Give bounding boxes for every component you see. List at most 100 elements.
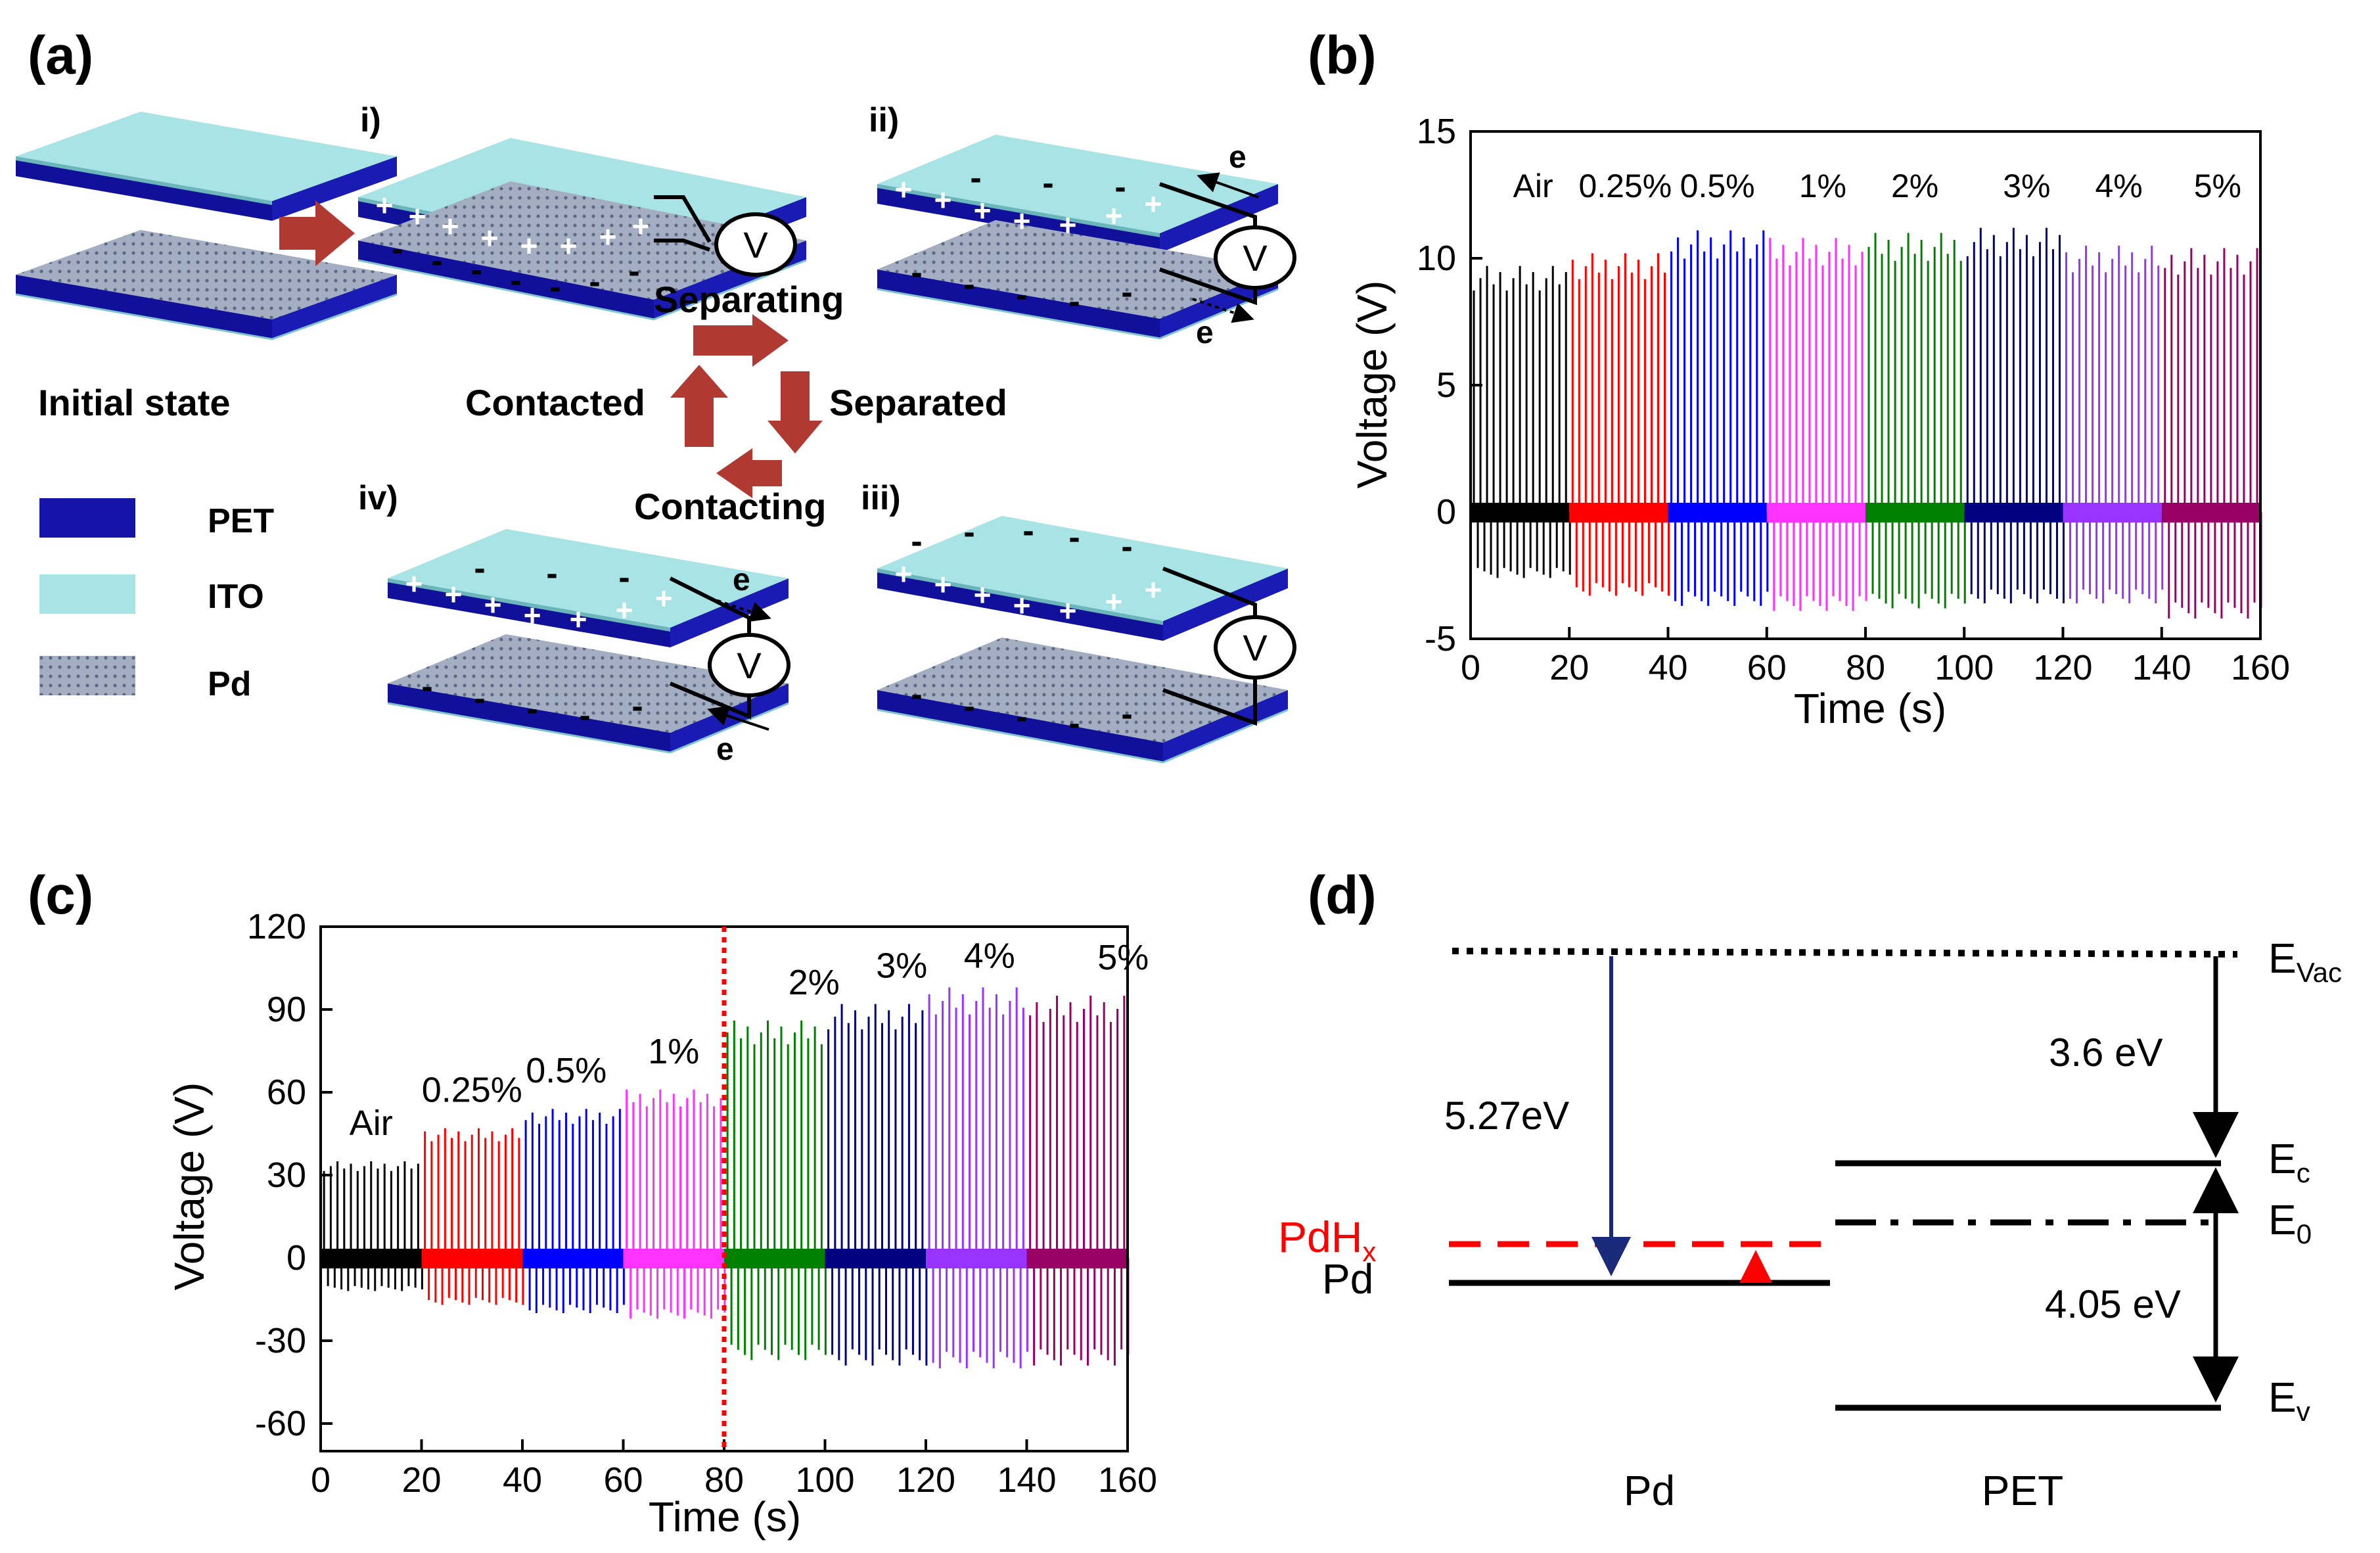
minus-charge-top: - bbox=[911, 522, 922, 561]
lower-pet-front-right bbox=[272, 275, 397, 339]
trace-1% bbox=[626, 1089, 726, 1319]
x-tick-label: 60 bbox=[603, 1460, 643, 1500]
upper-pet-front-left bbox=[388, 578, 670, 647]
trace-2% bbox=[1867, 233, 1966, 609]
x-tick-label: 100 bbox=[795, 1460, 854, 1500]
e-v-main: E bbox=[2268, 1374, 2297, 1421]
series-label-0.5%: 0.5% bbox=[526, 1051, 606, 1090]
y-tick-label: 5 bbox=[1436, 365, 1456, 405]
trace-3% bbox=[1966, 227, 2065, 603]
step-iv-label: iv) bbox=[358, 479, 398, 517]
stack-ii-separated: + + + + + + +- - -- - - - - bbox=[877, 135, 1279, 340]
e-0-main: E bbox=[2268, 1196, 2297, 1243]
vacuum-level-line bbox=[1452, 948, 2238, 958]
cycle-arrow-up-icon bbox=[670, 365, 728, 447]
plus-charge: + bbox=[1105, 584, 1123, 618]
trace-2% bbox=[726, 1020, 827, 1360]
series-label-Air: Air bbox=[350, 1103, 393, 1143]
legend: PET ITO Pd bbox=[39, 498, 274, 703]
x-tick-label: 0 bbox=[311, 1460, 331, 1500]
panel-c-ylabel: Voltage (V) bbox=[166, 1082, 213, 1291]
electron-arrow-ii-top bbox=[1197, 172, 1259, 198]
lower-pet-front-left bbox=[877, 269, 1160, 338]
plus-charge: + bbox=[1013, 204, 1031, 238]
e-vac-sub: Vac bbox=[2297, 957, 2342, 988]
bottom-pd-label: Pd bbox=[1624, 1467, 1675, 1514]
x-tick-label: 20 bbox=[1549, 648, 1589, 687]
x-tick-label: 40 bbox=[503, 1460, 542, 1500]
trace-4% bbox=[928, 987, 1028, 1368]
lower-pet-front-left bbox=[358, 241, 654, 319]
plus-charge: + bbox=[974, 578, 992, 612]
x-tick-label: 60 bbox=[1747, 648, 1787, 687]
voltmeters: V V V V bbox=[708, 212, 1296, 697]
baseline-4% bbox=[926, 1249, 1027, 1268]
meter-iii bbox=[1214, 615, 1296, 680]
y-tick-label: -5 bbox=[1425, 619, 1456, 659]
plus-charge: + bbox=[405, 567, 423, 601]
plus-charge: + bbox=[376, 188, 394, 222]
e-vac-main: E bbox=[2268, 935, 2297, 982]
minus-charge-bottom: - bbox=[474, 680, 485, 718]
baseline-5% bbox=[1026, 1249, 1128, 1268]
stack-iv-contacted: + + + + + + +- - -- - - - - bbox=[387, 529, 789, 754]
work-function-label: 5.27eV bbox=[1444, 1094, 1569, 1138]
baseline-0.5% bbox=[1668, 503, 1767, 522]
electron-arrow-iv-top bbox=[709, 597, 771, 622]
plus-charge: + bbox=[1013, 588, 1031, 622]
plus-charge: + bbox=[1145, 187, 1162, 221]
plus-charge: + bbox=[524, 598, 541, 632]
baseline-Air bbox=[1471, 503, 1570, 522]
upper-pet-front-left bbox=[877, 568, 1163, 641]
x-tick-label: 40 bbox=[1648, 648, 1687, 687]
minus-charge-bottom: - bbox=[1068, 283, 1080, 321]
initial-state-label: Initial state bbox=[38, 382, 231, 423]
trace-Air bbox=[1473, 266, 1571, 578]
minus-charge-bottom: - bbox=[1016, 698, 1027, 736]
upper-pet-front-right bbox=[1163, 568, 1288, 641]
panel-label-b: (b) bbox=[1308, 26, 1377, 85]
series-label-2%: 2% bbox=[789, 963, 840, 1002]
cycle-separated-label: Separated bbox=[829, 382, 1007, 423]
y-tick-label: 120 bbox=[247, 907, 306, 946]
initial-arrow-icon bbox=[279, 200, 355, 266]
legend-label-pd: Pd bbox=[208, 665, 251, 703]
panel-b-traces bbox=[1471, 227, 2262, 619]
upper-pet-front-right bbox=[1160, 184, 1278, 253]
legend-swatch-pd bbox=[39, 656, 135, 695]
trace-3% bbox=[827, 1004, 928, 1366]
baseline-5% bbox=[2161, 503, 2260, 522]
panel-c-chart: 0 20 40 60 80 100 120 140 160 -60 -30 0 30 60 90 120 Ai… bbox=[166, 907, 1157, 1541]
lower-pet-front-left bbox=[388, 684, 670, 753]
upper-ito-edge bbox=[16, 156, 272, 205]
baseline-0.25% bbox=[421, 1249, 522, 1268]
e-c-sub: c bbox=[2297, 1157, 2310, 1188]
minus-charge-bottom: - bbox=[589, 263, 600, 301]
plus-charge: + bbox=[1059, 593, 1077, 628]
lower-pet-front-left bbox=[877, 690, 1163, 762]
trace-Air bbox=[323, 1161, 423, 1291]
baseline-1% bbox=[1766, 503, 1865, 522]
series-label-3%: 3% bbox=[876, 946, 927, 986]
minus-charge-top: - bbox=[546, 555, 557, 593]
series-label-1%: 1% bbox=[648, 1032, 699, 1071]
minus-charge-bottom: - bbox=[631, 687, 643, 726]
wire-ii bbox=[1159, 182, 1257, 306]
baseline-3% bbox=[825, 1249, 926, 1268]
lower-ito-edge bbox=[357, 259, 807, 321]
plus-charge: + bbox=[484, 588, 502, 622]
minus-charge-bottom: - bbox=[392, 230, 403, 268]
plus-charge: + bbox=[570, 602, 587, 636]
minus-charge-top: - bbox=[970, 159, 981, 197]
electron-label-iv-top: e bbox=[733, 563, 750, 597]
series-label-0.25%: 0.25% bbox=[422, 1071, 522, 1110]
upper-ito-top bbox=[877, 516, 1288, 621]
meter-ii-label: V bbox=[1243, 237, 1268, 279]
panel-label-d: (d) bbox=[1308, 866, 1377, 925]
minus-charge-bottom: - bbox=[963, 687, 974, 726]
legend-swatch-pet bbox=[39, 498, 135, 538]
stack-iii-contacting: + + + + + + +- - - - -- - - - - bbox=[877, 512, 1289, 764]
trace-5% bbox=[1029, 996, 1130, 1366]
y-tick-label: 10 bbox=[1417, 239, 1456, 278]
